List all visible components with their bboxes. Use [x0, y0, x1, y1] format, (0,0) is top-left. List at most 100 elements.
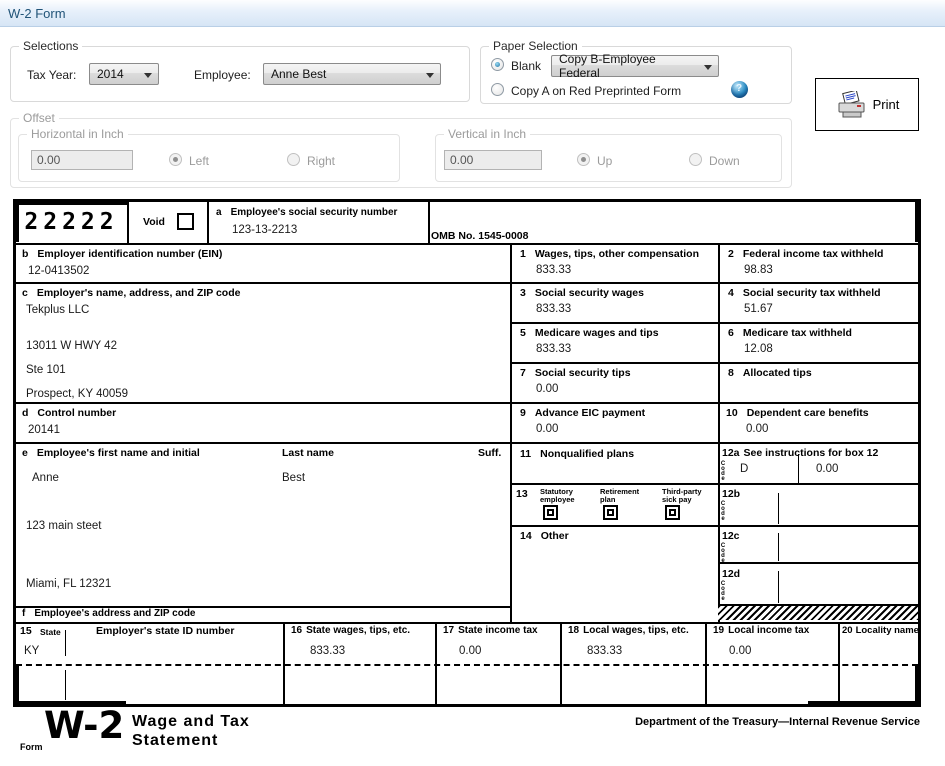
employee-last-name: Best: [282, 472, 306, 484]
box-16-value: 833.33: [310, 645, 346, 657]
selections-legend: Selections: [19, 39, 83, 53]
box-2-value: 98.83: [744, 264, 773, 276]
employee-city: Miami, FL 12321: [26, 578, 112, 590]
horizontal-offset-group: Horizontal in Inch 0.00 Left Right: [18, 127, 400, 182]
grid-line: [127, 202, 129, 243]
box-12a-value: 0.00: [816, 463, 839, 475]
paper-selection-group: Paper Selection Blank Copy B-Employee Fe…: [480, 39, 792, 104]
printer-icon: [838, 90, 865, 117]
box-6-value: 12.08: [744, 343, 773, 355]
paper-selection-legend: Paper Selection: [489, 39, 582, 53]
hatched-area: [718, 606, 918, 620]
tax-year-select[interactable]: 2014: [89, 63, 159, 85]
grid-line: [510, 362, 918, 364]
employee-label: Employee:: [194, 68, 251, 82]
omb-number: OMB No. 1545-0008: [431, 230, 529, 242]
grid-line: [510, 525, 918, 527]
print-button[interactable]: Print: [815, 78, 919, 131]
box-15-number: 15: [20, 625, 32, 637]
third-party-sick-pay-label: Third-party sick pay: [662, 487, 702, 504]
grid-line: [778, 571, 779, 603]
box-9-value: 0.00: [536, 423, 559, 435]
grid-line: [798, 454, 799, 483]
employer-name: Tekplus LLC: [26, 304, 90, 316]
grid-line: [283, 622, 285, 704]
grid-line: [560, 622, 562, 704]
right-radio: [287, 153, 300, 166]
retirement-plan-checkbox: [603, 505, 618, 520]
down-radio: [689, 153, 702, 166]
copy-type-select[interactable]: Copy B-Employee Federal: [551, 52, 719, 80]
grid-line: [65, 630, 66, 656]
copy-a-radio-label: Copy A on Red Preprinted Form: [511, 84, 682, 98]
horizontal-offset-input: 0.00: [31, 150, 133, 170]
suffix-label: Suff.: [478, 447, 502, 459]
corner-mark: [16, 202, 19, 242]
corner-mark: [16, 701, 126, 704]
employee-first-name: Anne: [32, 472, 59, 484]
corner-mark: [16, 664, 19, 704]
grid-line: [838, 622, 840, 704]
box-e-label: e Employee's first name and initial: [22, 447, 200, 459]
box-1-value: 833.33: [536, 264, 572, 276]
box-18-label: 18 Local wages, tips, etc.: [568, 625, 689, 636]
grid-line: [207, 202, 209, 243]
box-12a-code-label: Code: [720, 461, 726, 481]
retirement-plan-label: Retirement plan: [600, 487, 640, 504]
form-title: Wage and Tax Statement: [132, 713, 250, 749]
grid-line: [510, 243, 512, 622]
box-20-label: 20 Locality name: [842, 625, 919, 636]
box-a-value: 123-13-2213: [232, 224, 298, 236]
box-17-label: 17 State income tax: [443, 625, 538, 636]
blank-radio[interactable]: [491, 58, 504, 71]
box-5-value: 833.33: [536, 343, 572, 355]
form-number: W-2: [44, 704, 125, 747]
box-10-label: 10 Dependent care benefits: [726, 407, 869, 419]
box-12c-code-label: Code: [720, 543, 726, 563]
grid-line: [510, 322, 918, 324]
copy-type-value: Copy B-Employee Federal: [559, 52, 656, 80]
grid-line: [16, 402, 918, 404]
print-button-label: Print: [872, 97, 900, 112]
corner-mark: [16, 202, 129, 205]
horizontal-offset-legend: Horizontal in Inch: [27, 127, 128, 141]
up-radio: [577, 153, 590, 166]
box-16-label: 16 State wages, tips, etc.: [291, 625, 411, 636]
box-b-value: 12-0413502: [28, 265, 90, 277]
box-a-label: a Employee's social security number: [216, 207, 398, 218]
left-radio: [169, 153, 182, 166]
grid-line: [65, 670, 66, 700]
employer-address-2: Ste 101: [26, 364, 66, 376]
employee-value: Anne Best: [271, 67, 327, 81]
box-c-label: c Employer's name, address, and ZIP code: [22, 287, 241, 299]
grid-line: [718, 604, 918, 606]
help-icon[interactable]: [731, 81, 748, 98]
employee-select[interactable]: Anne Best: [263, 63, 441, 85]
box-11-label: 11 Nonqualified plans: [520, 448, 635, 460]
window-title-bar: W-2 Form: [0, 0, 945, 27]
corner-mark: [915, 664, 918, 704]
statutory-employee-checkbox: [543, 505, 558, 520]
vertical-offset-legend: Vertical in Inch: [444, 127, 531, 141]
box-d-label: d Control number: [22, 407, 117, 419]
copy-a-radio[interactable]: [491, 83, 504, 96]
grid-line-dashed: [16, 664, 918, 666]
form-code: 22222: [24, 209, 119, 235]
tax-year-label: Tax Year:: [27, 68, 77, 82]
employer-address-1: 13011 W HWY 42: [26, 340, 117, 352]
grid-line: [435, 622, 437, 704]
void-checkbox: [177, 213, 194, 230]
box-17-value: 0.00: [459, 645, 482, 657]
box-2-label: 2 Federal income tax withheld: [728, 248, 884, 260]
box-15-state-label: State: [40, 627, 61, 637]
dropdown-arrow-icon: [144, 73, 152, 78]
corner-mark: [915, 202, 918, 242]
box-12d-code-label: Code: [720, 581, 726, 601]
box-f-label: f Employee's address and ZIP code: [22, 608, 196, 619]
box-4-label: 4 Social security tax withheld: [728, 287, 881, 299]
box-12c-number: 12c: [722, 530, 740, 542]
employer-city: Prospect, KY 40059: [26, 388, 129, 400]
box-3-label: 3 Social security wages: [520, 287, 644, 299]
grid-line: [510, 483, 918, 485]
